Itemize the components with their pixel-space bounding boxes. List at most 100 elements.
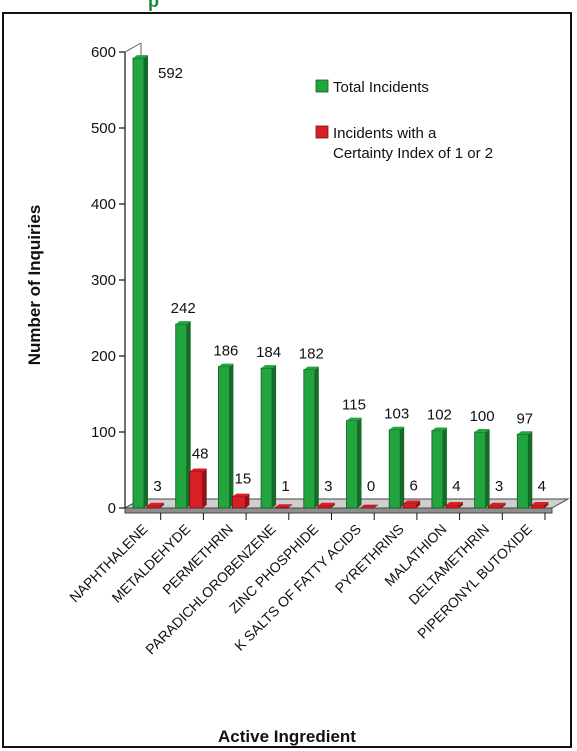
certainty-bar	[274, 506, 289, 509]
total-value-label: 186	[213, 343, 238, 360]
certainty-value-label: 4	[538, 478, 546, 495]
certainty-bar-side	[288, 504, 293, 508]
total-value-label: 592	[158, 65, 183, 82]
certainty-bar-top	[189, 468, 207, 472]
y-tick-label: 200	[91, 348, 116, 365]
certainty-bar-side	[544, 501, 549, 508]
total-value-label: 100	[470, 408, 495, 425]
total-bar	[474, 431, 487, 509]
certainty-bar-top	[359, 504, 379, 509]
total-bar-top	[517, 431, 533, 435]
title-fragment: p	[0, 0, 577, 12]
total-value-label: 102	[427, 406, 452, 423]
certainty-bar-top	[445, 501, 463, 505]
certainty-bar	[231, 496, 246, 509]
total-bar-top	[431, 427, 447, 431]
total-bar-top	[218, 363, 234, 367]
total-bar-side	[442, 427, 447, 508]
total-bar-side	[272, 365, 277, 508]
y-tick-label: 0	[108, 500, 116, 517]
total-bar-side	[229, 363, 234, 508]
certainty-bar-side	[501, 502, 506, 508]
chart-frame	[2, 12, 572, 748]
certainty-bar-top	[531, 501, 549, 505]
total-value-label: 242	[171, 300, 196, 317]
certainty-bar-side	[245, 493, 250, 508]
legend-label-certainty: Incidents with a	[333, 125, 437, 142]
certainty-value-label: 3	[153, 478, 161, 495]
legend-label-total: Total Incidents	[333, 79, 429, 96]
total-bar-side	[485, 429, 490, 508]
certainty-value-label: 3	[324, 478, 332, 495]
certainty-bar-top	[147, 502, 164, 506]
certainty-bar-top	[275, 504, 293, 508]
certainty-bar-side	[330, 502, 335, 508]
x-axis-title: Active Ingredient	[218, 727, 356, 746]
total-bar	[346, 420, 358, 509]
certainty-bar	[445, 504, 460, 509]
total-bar	[132, 57, 145, 509]
certainty-value-label: 15	[235, 471, 252, 488]
legend-swatch-certainty	[315, 125, 329, 139]
total-bar-top	[389, 426, 405, 430]
total-value-label: 97	[516, 410, 533, 427]
certainty-value-label: 3	[495, 478, 503, 495]
total-bar-side	[186, 321, 191, 508]
total-value-label: 115	[342, 397, 366, 414]
total-value-label: 184	[256, 344, 281, 361]
certainty-bar-side	[416, 500, 421, 508]
total-bar	[303, 369, 316, 509]
total-value-label: 182	[299, 346, 324, 363]
total-bar	[217, 366, 230, 509]
y-tick-label: 300	[91, 272, 116, 289]
total-bar	[431, 430, 444, 509]
wall-top-edge	[124, 42, 142, 53]
y-tick-label: 500	[91, 120, 116, 137]
category-label: METALDEHYDE	[108, 521, 193, 606]
chart-floor-front	[124, 507, 553, 514]
y-tick-label: 400	[91, 196, 116, 213]
y-axis-title: Number of Inquiries	[25, 205, 44, 366]
total-bar-side	[144, 55, 148, 508]
certainty-bar	[146, 505, 161, 509]
total-bar-side	[357, 417, 362, 508]
total-bar-side	[314, 366, 319, 508]
total-bar-side	[400, 426, 405, 508]
total-bar-top	[303, 366, 319, 370]
total-value-label: 103	[384, 406, 409, 423]
title-fragment-text: p	[148, 0, 159, 11]
certainty-bar	[189, 471, 204, 509]
total-bar	[175, 323, 188, 509]
certainty-value-label: 48	[192, 446, 209, 463]
total-bar	[388, 429, 401, 509]
certainty-bar-side	[458, 501, 463, 508]
certainty-value-label: 6	[410, 477, 418, 494]
certainty-value-label: 4	[452, 478, 460, 495]
total-bar-top	[261, 365, 277, 369]
certainty-bar	[317, 505, 332, 509]
total-bar	[260, 367, 273, 509]
certainty-value-label: 0	[367, 478, 375, 495]
y-tick-label: 100	[91, 424, 116, 441]
certainty-bar-top	[232, 493, 250, 497]
category-label: NAPHTHALENE	[66, 521, 150, 605]
legend-label-certainty: Certainty Index of 1 or 2	[333, 145, 493, 162]
total-bar-top	[474, 429, 490, 432]
total-bar	[516, 433, 529, 509]
certainty-bar-top	[488, 502, 506, 506]
total-bar-side	[528, 431, 533, 508]
certainty-bar-top	[403, 500, 421, 504]
total-bar-top	[175, 321, 191, 325]
total-bar-top	[133, 55, 148, 59]
certainty-bar-top	[317, 502, 335, 506]
certainty-bar-side	[160, 502, 164, 508]
certainty-bar	[402, 503, 417, 509]
y-tick-label: 600	[91, 44, 116, 61]
total-bar-top	[346, 417, 362, 421]
legend-swatch-total	[315, 79, 329, 93]
certainty-bar-side	[202, 468, 207, 508]
certainty-bar	[530, 504, 545, 509]
certainty-bar	[488, 505, 503, 509]
certainty-value-label: 1	[281, 478, 289, 495]
